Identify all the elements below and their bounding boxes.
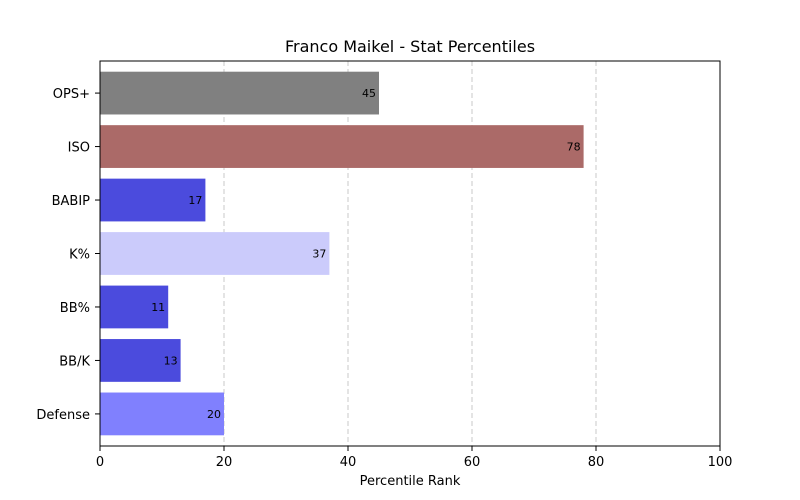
y-tick-label: ISO — [68, 141, 90, 156]
bar-value-label: 17 — [188, 194, 202, 207]
y-tick-label: Defense — [36, 408, 90, 423]
bar-value-label: 78 — [567, 141, 581, 154]
bar — [100, 232, 330, 275]
y-tick-label: BB/K — [59, 354, 90, 369]
bar — [100, 339, 181, 382]
y-tick-label: BABIP — [52, 194, 91, 209]
x-axis-label: Percentile Rank — [360, 474, 461, 489]
y-axis: OPS+ ISO BABIP K% BB% BB/K Defense — [36, 87, 100, 423]
x-axis: 0 20 40 60 80 100 — [96, 446, 733, 470]
chart-title: Franco Maikel - Stat Percentiles — [285, 37, 535, 56]
bar-value-label: 13 — [164, 354, 178, 367]
x-tick-label: 60 — [464, 455, 481, 470]
bar — [100, 71, 379, 115]
bar-value-label: 37 — [312, 248, 326, 261]
x-tick-label: 0 — [96, 455, 104, 470]
bar-value-label: 45 — [362, 87, 376, 100]
x-tick-label: 40 — [340, 455, 357, 470]
bar — [100, 285, 169, 329]
data-labels: 45 78 17 37 11 13 20 — [151, 87, 580, 421]
bar-value-label: 20 — [207, 408, 221, 421]
x-tick-label: 80 — [588, 455, 605, 470]
y-tick-label: OPS+ — [53, 87, 90, 102]
bar — [100, 392, 224, 436]
bar-value-label: 11 — [151, 301, 165, 314]
bar — [100, 178, 206, 222]
bar — [100, 125, 584, 168]
y-tick-label: BB% — [60, 301, 90, 316]
y-tick-label: K% — [69, 248, 90, 263]
x-tick-label: 20 — [216, 455, 233, 470]
x-tick-label: 100 — [708, 455, 733, 470]
bars — [100, 71, 584, 436]
